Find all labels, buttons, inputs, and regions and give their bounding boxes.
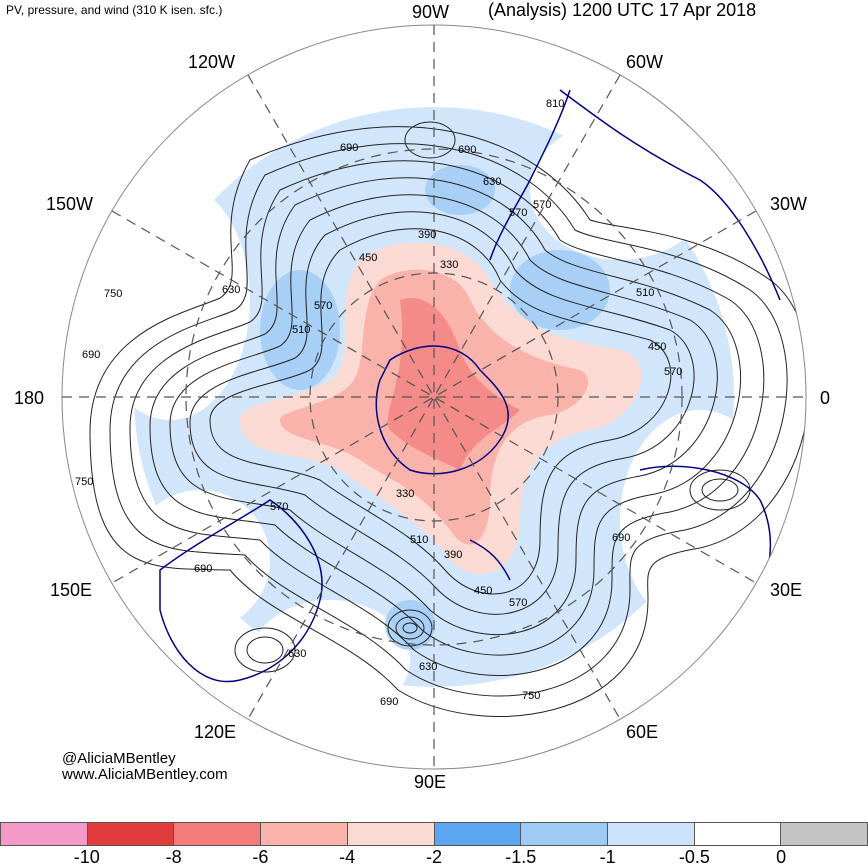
contour-label: 690 [380, 696, 398, 708]
contour-label: 330 [440, 259, 458, 271]
lon-label-120w: 120W [188, 52, 236, 72]
contour-label: 630 [419, 661, 437, 673]
colorbar [0, 822, 868, 846]
lon-label-60e: 60E [626, 722, 659, 742]
lon-label-120e: 120E [194, 722, 237, 742]
contour-label: 630 [222, 284, 240, 296]
lon-label-0: 0 [820, 388, 831, 408]
contour-label: 630 [288, 648, 306, 660]
credit-site: www.AliciaMBentley.com [62, 766, 228, 783]
colorbar-tick-label: -6 [252, 847, 269, 867]
colorbar-segment [0, 822, 88, 846]
lon-label-150w: 150W [46, 194, 94, 214]
colorbar-segment [433, 822, 522, 846]
contour-label: 630 [483, 176, 501, 188]
contour-label: 390 [444, 549, 462, 561]
polar-stereographic-map: 690 630 750 570 510 450 390 330 810 570 … [61, 24, 807, 770]
contour-label: 570 [533, 199, 551, 211]
contour-label: 690 [458, 144, 476, 156]
contour-label: 510 [292, 324, 310, 336]
lon-label-150e: 150E [50, 580, 93, 600]
colorbar-segment [346, 822, 435, 846]
contour-label: 570 [664, 366, 682, 378]
contour-label: 510 [410, 534, 428, 546]
colorbar-tick-label: -1 [599, 847, 616, 867]
contour-label: 450 [648, 341, 666, 353]
colorbar-segment [693, 822, 782, 846]
contour-label: 810 [546, 98, 564, 110]
colorbar-tick-label: -8 [165, 847, 182, 867]
contour-labels: 690 630 750 570 510 450 390 330 810 570 … [75, 98, 682, 708]
contour-label: 750 [75, 476, 93, 488]
lon-label-90e: 90E [414, 772, 447, 792]
colorbar-tick-label: -1.5 [505, 847, 537, 867]
contour-label: 690 [82, 349, 100, 361]
colorbar-segment [606, 822, 695, 846]
colorbar-segment [173, 822, 262, 846]
lon-label-180: 180 [14, 388, 45, 408]
colorbar-tick-label: -2 [425, 847, 443, 867]
lon-label-30w: 30W [770, 194, 808, 214]
colorbar-tick-label: 0 [776, 847, 787, 867]
contour-label: 750 [522, 690, 540, 702]
pv-shading-medium [260, 165, 610, 650]
contour-label: 450 [474, 585, 492, 597]
lon-label-60w: 60W [626, 52, 664, 72]
credit-handle: @AliciaMBentley [62, 750, 176, 767]
colorbar-segment [260, 822, 348, 846]
pv-shading-white [90, 120, 780, 720]
contour-label: 690 [340, 142, 358, 154]
map-subtitle: PV, pressure, and wind (310 K isen. sfc.… [6, 3, 223, 17]
contour-label: 570 [509, 597, 527, 609]
colorbar-tick-label: -0.5 [678, 847, 710, 867]
contour-label: 450 [359, 252, 377, 264]
colorbar-segment [780, 822, 868, 846]
colorbar-segment [520, 822, 608, 846]
contour-label: 570 [270, 501, 288, 513]
contour-label: 690 [194, 563, 212, 575]
meridians [62, 25, 806, 769]
contour-label: 390 [418, 229, 436, 241]
pressure-contours [89, 121, 806, 717]
colorbar-segment [86, 822, 175, 846]
contour-label: 690 [612, 532, 630, 544]
colorbar-tick-label: -4 [339, 847, 356, 867]
colorbar-tick-label: -10 [73, 847, 100, 867]
contour-label: 570 [314, 300, 332, 312]
contour-label: 330 [396, 488, 414, 500]
lon-label-90w: 90W [412, 2, 450, 22]
contour-label: 570 [509, 207, 527, 219]
map-title: (Analysis) 1200 UTC 17 Apr 2018 [488, 0, 757, 20]
contour-label: 750 [104, 288, 122, 300]
contour-label: 510 [636, 287, 654, 299]
lon-label-30e: 30E [770, 580, 803, 600]
